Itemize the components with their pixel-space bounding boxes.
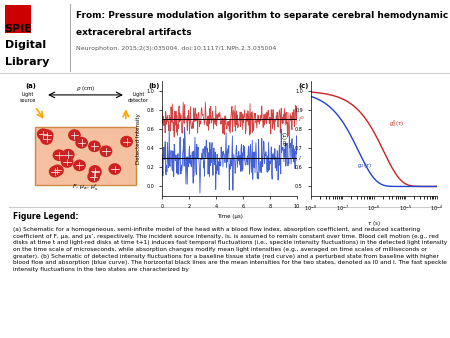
X-axis label: $\tau$ (s): $\tau$ (s) — [367, 219, 380, 227]
Circle shape — [69, 130, 80, 140]
Circle shape — [41, 134, 52, 144]
X-axis label: Time (μs): Time (μs) — [216, 214, 243, 219]
Circle shape — [50, 166, 61, 177]
Circle shape — [63, 149, 74, 160]
Circle shape — [89, 141, 100, 151]
Text: Light
source: Light source — [19, 92, 36, 103]
Text: Figure Legend:: Figure Legend: — [14, 212, 79, 221]
Text: SPIE: SPIE — [4, 24, 32, 34]
Text: (c): (c) — [298, 83, 308, 90]
Text: extracerebral artifacts: extracerebral artifacts — [76, 28, 192, 37]
Circle shape — [100, 146, 112, 156]
Text: (a): (a) — [25, 83, 36, 90]
Text: From: Pressure modulation algorithm to separate cerebral hemodynamic signals fro: From: Pressure modulation algorithm to s… — [76, 11, 450, 20]
Circle shape — [52, 165, 63, 175]
Text: $\rho$ (cm): $\rho$ (cm) — [76, 84, 95, 93]
Y-axis label: $g_2(\tau)$: $g_2(\tau)$ — [280, 131, 289, 146]
Text: $F$, $\mu_a$, $\mu_s'$: $F$, $\mu_a$, $\mu_s'$ — [72, 182, 99, 193]
Text: Light
detector: Light detector — [128, 92, 149, 103]
Text: $g_2^0(\tau)$: $g_2^0(\tau)$ — [388, 118, 404, 129]
Circle shape — [41, 130, 53, 140]
Text: Digital: Digital — [4, 40, 45, 50]
Text: Library: Library — [4, 56, 49, 67]
Circle shape — [76, 138, 87, 148]
Text: Neurophoton. 2015;2(3):035004. doi:10.1117/1.NPh.2.3.035004: Neurophoton. 2015;2(3):035004. doi:10.11… — [76, 46, 277, 51]
Circle shape — [109, 164, 121, 174]
Circle shape — [37, 129, 49, 139]
Text: (a) Schematic for a homogeneous, semi-infinite model of the head with a blood fl: (a) Schematic for a homogeneous, semi-in… — [14, 227, 448, 272]
Circle shape — [74, 160, 85, 171]
Text: $I$: $I$ — [298, 154, 302, 162]
Y-axis label: Detected Intensity: Detected Intensity — [136, 113, 141, 164]
Text: $g_2(\tau)$: $g_2(\tau)$ — [357, 161, 372, 170]
Text: (b): (b) — [148, 83, 160, 90]
Circle shape — [62, 157, 73, 167]
Circle shape — [89, 166, 101, 176]
Circle shape — [54, 150, 65, 160]
Text: $I^0$: $I^0$ — [298, 115, 305, 124]
Circle shape — [88, 171, 99, 182]
Bar — [4, 5, 32, 33]
Circle shape — [121, 137, 132, 147]
Circle shape — [90, 167, 101, 177]
Bar — [35, 127, 136, 185]
